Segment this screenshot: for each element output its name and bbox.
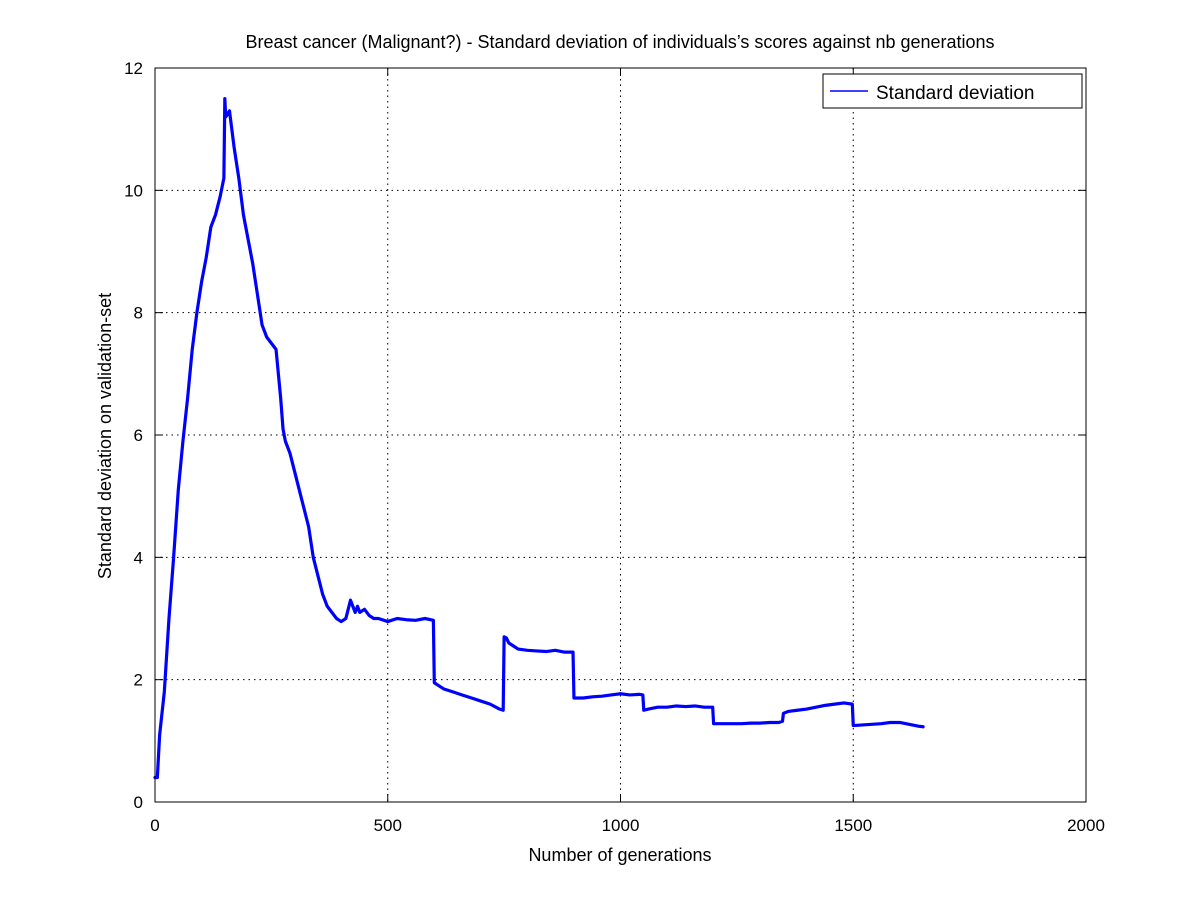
y-tick-labels: 0 2 4 6 8 10 12 — [124, 59, 143, 812]
y-tick-label: 6 — [134, 426, 143, 445]
y-axis-label: Standard deviation on validation-set — [95, 293, 115, 579]
y-tick-label: 0 — [134, 793, 143, 812]
y-tick-label: 4 — [134, 548, 143, 567]
x-tick-label: 2000 — [1067, 816, 1105, 835]
y-tick-label: 8 — [134, 304, 143, 323]
x-tick-label: 1000 — [602, 816, 640, 835]
legend: Standard deviation — [822, 73, 1083, 109]
series-line-standard-deviation — [153, 96, 925, 780]
chart-title: Breast cancer (Malignant?) - Standard de… — [245, 32, 994, 52]
grid-lines — [155, 68, 1086, 802]
x-tick-label: 500 — [374, 816, 402, 835]
y-tick-label: 12 — [124, 59, 143, 78]
x-tick-label: 1500 — [834, 816, 872, 835]
axes-frame — [154, 67, 1087, 803]
legend-entry-standard-deviation: Standard deviation — [876, 83, 1034, 104]
y-tick-label: 2 — [134, 671, 143, 690]
x-tick-labels: 0 500 1000 1500 2000 — [150, 816, 1105, 835]
x-tick-label: 0 — [150, 816, 159, 835]
y-tick-label: 10 — [124, 181, 143, 200]
x-axis-label: Number of generations — [528, 845, 711, 865]
